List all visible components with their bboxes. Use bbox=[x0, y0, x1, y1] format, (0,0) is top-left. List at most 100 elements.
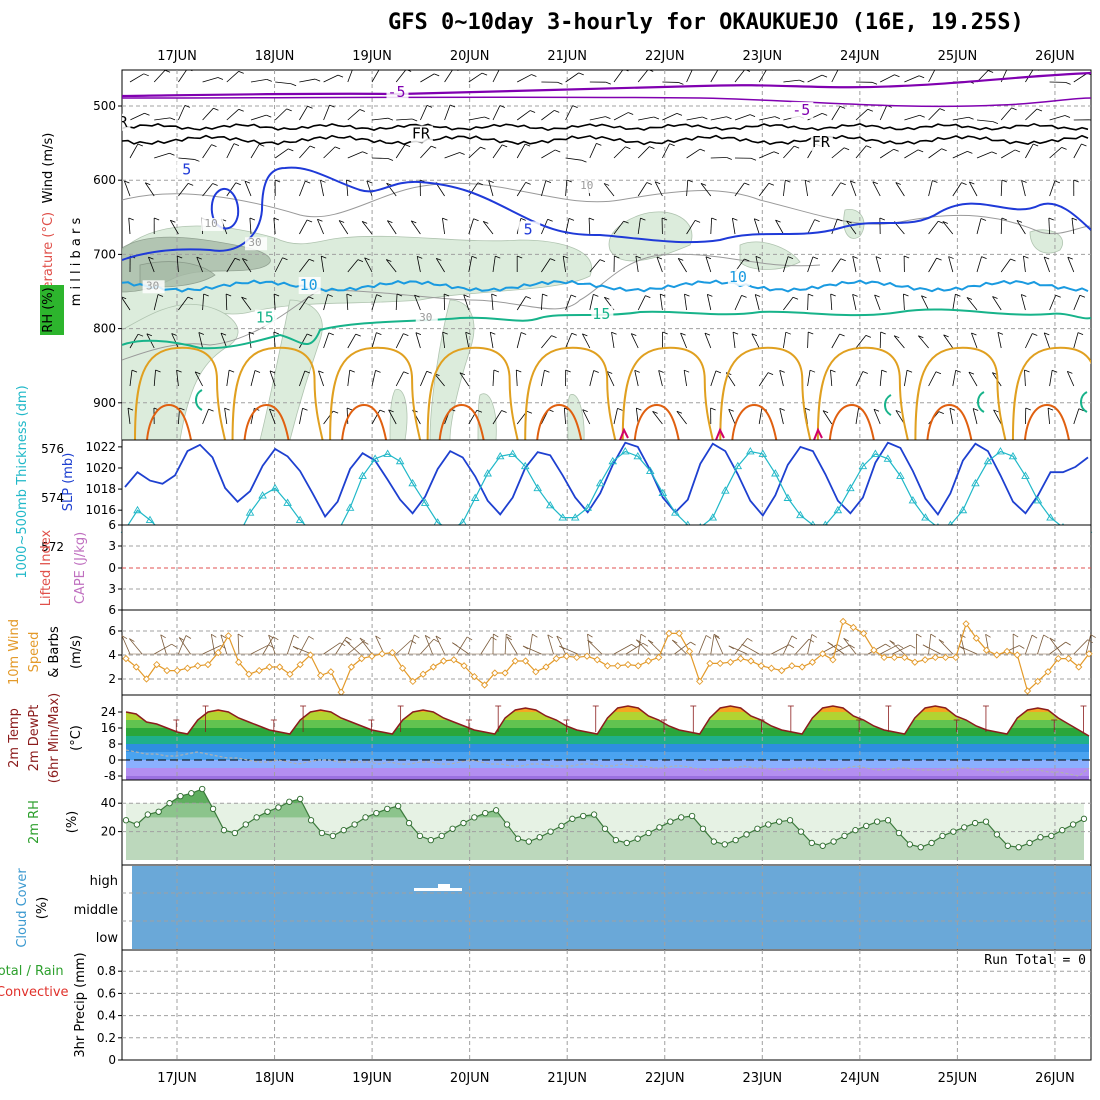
wind-barb bbox=[952, 182, 962, 197]
wind-barb bbox=[753, 218, 760, 235]
rh2m-point bbox=[231, 829, 239, 837]
wind-barb bbox=[831, 258, 842, 273]
wind-barb bbox=[371, 370, 376, 387]
wind-barb-flag bbox=[213, 107, 219, 111]
wind-barb bbox=[299, 145, 311, 159]
wind10m-point bbox=[911, 658, 919, 666]
wind10m-point bbox=[941, 653, 950, 662]
wind-barb bbox=[1025, 108, 1038, 121]
rh-light-area bbox=[429, 299, 475, 440]
wind10m-barb bbox=[420, 638, 435, 655]
wind-barb bbox=[654, 181, 663, 197]
wind10m-barb bbox=[635, 639, 651, 655]
rh2m-point bbox=[612, 836, 620, 844]
rh2m-point bbox=[438, 832, 445, 840]
rh2m-point bbox=[950, 828, 957, 835]
wind-barb-flag bbox=[259, 143, 265, 147]
top-date-label: 22JUN bbox=[645, 49, 685, 64]
wind-barb bbox=[589, 370, 595, 387]
rh-light-area bbox=[567, 394, 585, 440]
wind-barb bbox=[320, 256, 324, 273]
wind-barb-flag bbox=[238, 108, 244, 112]
rh2m-point bbox=[1048, 832, 1055, 840]
wind-barb-flag bbox=[544, 369, 550, 373]
wind-barb-flag bbox=[1021, 294, 1027, 297]
wind-barb bbox=[178, 183, 189, 197]
wind-barb bbox=[1025, 333, 1033, 349]
cape-li-panel: 6 3 0 3 6 Lifted Index CAPE (J/kg) bbox=[39, 518, 1092, 617]
wind-barb bbox=[879, 148, 894, 159]
wind-barb bbox=[299, 370, 306, 387]
wind-barb bbox=[582, 333, 591, 349]
thickness-point bbox=[846, 483, 855, 492]
wind-barb bbox=[1024, 370, 1026, 387]
thickness-point bbox=[258, 491, 267, 499]
thickness-point bbox=[746, 447, 755, 455]
wind10m-barb bbox=[1073, 639, 1089, 655]
bottom-date-axis: 17JUN 18JUN 19JUN 20JUN 21JUN 22JUN 23JUN 24JUN… bbox=[157, 1071, 1075, 1086]
wind10m-barb-flag bbox=[837, 644, 843, 648]
cloud-gap-high bbox=[414, 888, 462, 891]
wind-barb-flag bbox=[814, 219, 820, 223]
wind-barb bbox=[128, 218, 131, 235]
wind-barb bbox=[952, 370, 957, 387]
wind-barb bbox=[783, 332, 787, 349]
wind-barb-flag bbox=[355, 333, 361, 337]
wind-barb-flag bbox=[426, 370, 432, 374]
wind10m-barb-flag bbox=[425, 635, 431, 639]
wind-barb bbox=[928, 148, 942, 159]
wind-barb-flag bbox=[805, 179, 811, 183]
wind-barb bbox=[710, 157, 727, 159]
wind-barb-flag bbox=[779, 370, 785, 373]
wind-barb-flag bbox=[449, 104, 456, 108]
wind-barb bbox=[395, 294, 398, 311]
top-date-label: 19JUN bbox=[352, 49, 392, 64]
wind10m-barb-flag bbox=[985, 633, 991, 638]
contour-warm1 bbox=[231, 346, 324, 440]
wind10m-barb-flag bbox=[636, 639, 642, 644]
wind-barb bbox=[178, 296, 189, 311]
wind-barb bbox=[463, 294, 470, 311]
wind-barb bbox=[658, 370, 663, 387]
wind10m-barb bbox=[299, 636, 310, 655]
wind-barb bbox=[928, 220, 939, 235]
wind-barb bbox=[489, 332, 494, 349]
thickness-point bbox=[520, 461, 530, 470]
wind-barb-flag bbox=[254, 370, 261, 373]
wind-barb bbox=[226, 108, 239, 121]
wind10m-barb bbox=[843, 638, 857, 655]
wind10m-barb-flag bbox=[160, 634, 166, 639]
contour-warm2 bbox=[926, 403, 973, 440]
wind-barb bbox=[831, 106, 841, 121]
wind-barb-flag bbox=[1044, 256, 1050, 260]
wind-barb-flag bbox=[495, 255, 501, 259]
wind-barb bbox=[563, 408, 566, 425]
wind-barb-flag bbox=[971, 332, 977, 336]
wind-barb-flag bbox=[705, 256, 712, 260]
slp-tick-label: 1020 bbox=[85, 461, 116, 475]
rh-light-area bbox=[477, 393, 497, 440]
wind-barb bbox=[880, 74, 895, 83]
rh2m-point bbox=[580, 812, 587, 820]
wind-barb bbox=[516, 182, 526, 197]
wind-barb-flag bbox=[871, 81, 878, 85]
contour-warm1 bbox=[329, 346, 422, 440]
wind-barb-flag bbox=[376, 294, 382, 298]
slp-label: SLP (mb) bbox=[61, 453, 76, 512]
wind10m-point bbox=[726, 658, 735, 666]
wind10m-barb-flag bbox=[930, 633, 936, 638]
wind10m-point bbox=[470, 672, 478, 681]
wind-barbs bbox=[122, 70, 1091, 425]
rh-tick-label: 20 bbox=[101, 825, 116, 839]
wind-barb bbox=[700, 183, 712, 197]
wind-barb bbox=[468, 256, 473, 273]
wind-barb bbox=[435, 258, 445, 273]
wind-barb bbox=[468, 116, 485, 121]
wind-barb-flag bbox=[968, 371, 975, 375]
wind-barb bbox=[637, 70, 649, 83]
wind-barb bbox=[442, 218, 445, 235]
rh2m-line bbox=[122, 785, 1088, 851]
wind-barb bbox=[371, 70, 380, 83]
wind-barb-flag bbox=[244, 180, 251, 184]
wind-barb-flag bbox=[154, 217, 160, 221]
